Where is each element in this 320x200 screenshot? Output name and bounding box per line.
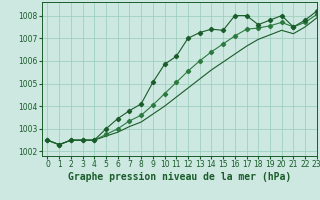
X-axis label: Graphe pression niveau de la mer (hPa): Graphe pression niveau de la mer (hPa): [68, 172, 291, 182]
